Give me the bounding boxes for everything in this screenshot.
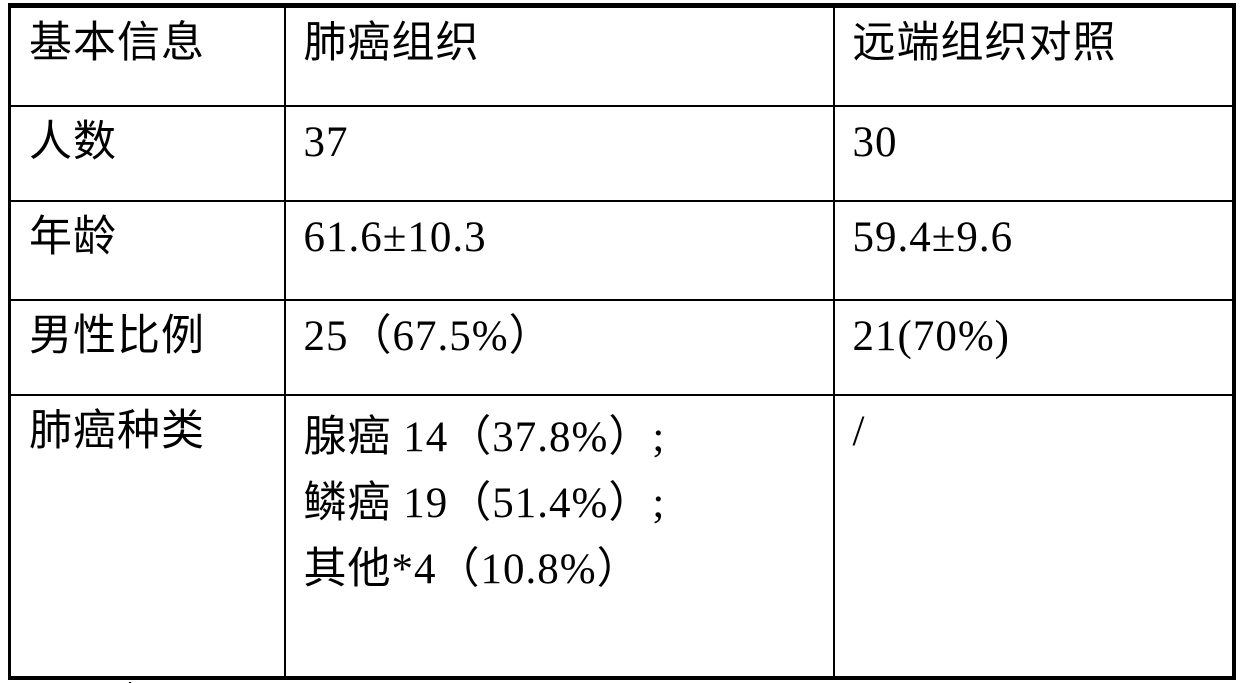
- table-row-count: 人数 37 30: [8, 104, 1235, 202]
- male-ratio-distal-value: 21(70%): [832, 298, 1235, 396]
- count-lung-value: 37: [283, 104, 835, 202]
- cancer-types-lung-value: 腺癌 14（37.8%）; 鳞癌 19（51.4%）; 其他*4（10.8%）: [283, 393, 835, 679]
- male-ratio-lung-value: 25（67.5%）: [283, 298, 835, 396]
- age-distal-value: 59.4±9.6: [832, 199, 1235, 301]
- cancer-type-line-squamous: 鳞癌 19（51.4%）;: [303, 479, 666, 527]
- age-lung-value: 61.6±10.3: [283, 199, 835, 301]
- count-distal-value: 30: [832, 104, 1235, 202]
- basic-info-table: 基本信息 肺癌组织 远端组织对照 人数 37 30 年龄 61.6±10.3 5…: [8, 3, 1236, 680]
- cancer-type-line-adenocarcinoma: 腺癌 14（37.8%）;: [303, 413, 666, 461]
- footnote-asterisk-fragment: *: [122, 676, 148, 683]
- header-distal-tissue-control: 远端组织对照: [832, 4, 1235, 107]
- table-header-row: 基本信息 肺癌组织 远端组织对照: [8, 4, 1235, 107]
- cancer-types-distal-value: /: [832, 393, 1235, 679]
- row-label-cancer-types: 肺癌种类: [8, 393, 286, 679]
- header-basic-info: 基本信息: [8, 4, 286, 107]
- header-lung-cancer-tissue: 肺癌组织: [283, 4, 835, 107]
- table-row-age: 年龄 61.6±10.3 59.4±9.6: [8, 199, 1235, 301]
- row-label-age: 年龄: [8, 199, 286, 301]
- table-row-cancer-types: 肺癌种类 腺癌 14（37.8%）; 鳞癌 19（51.4%）; 其他*4（10…: [8, 393, 1235, 679]
- table-row-male-ratio: 男性比例 25（67.5%） 21(70%): [8, 298, 1235, 396]
- row-label-male-ratio: 男性比例: [8, 298, 286, 396]
- cancer-type-line-other: 其他*4（10.8%）: [303, 545, 641, 593]
- row-label-count: 人数: [8, 104, 286, 202]
